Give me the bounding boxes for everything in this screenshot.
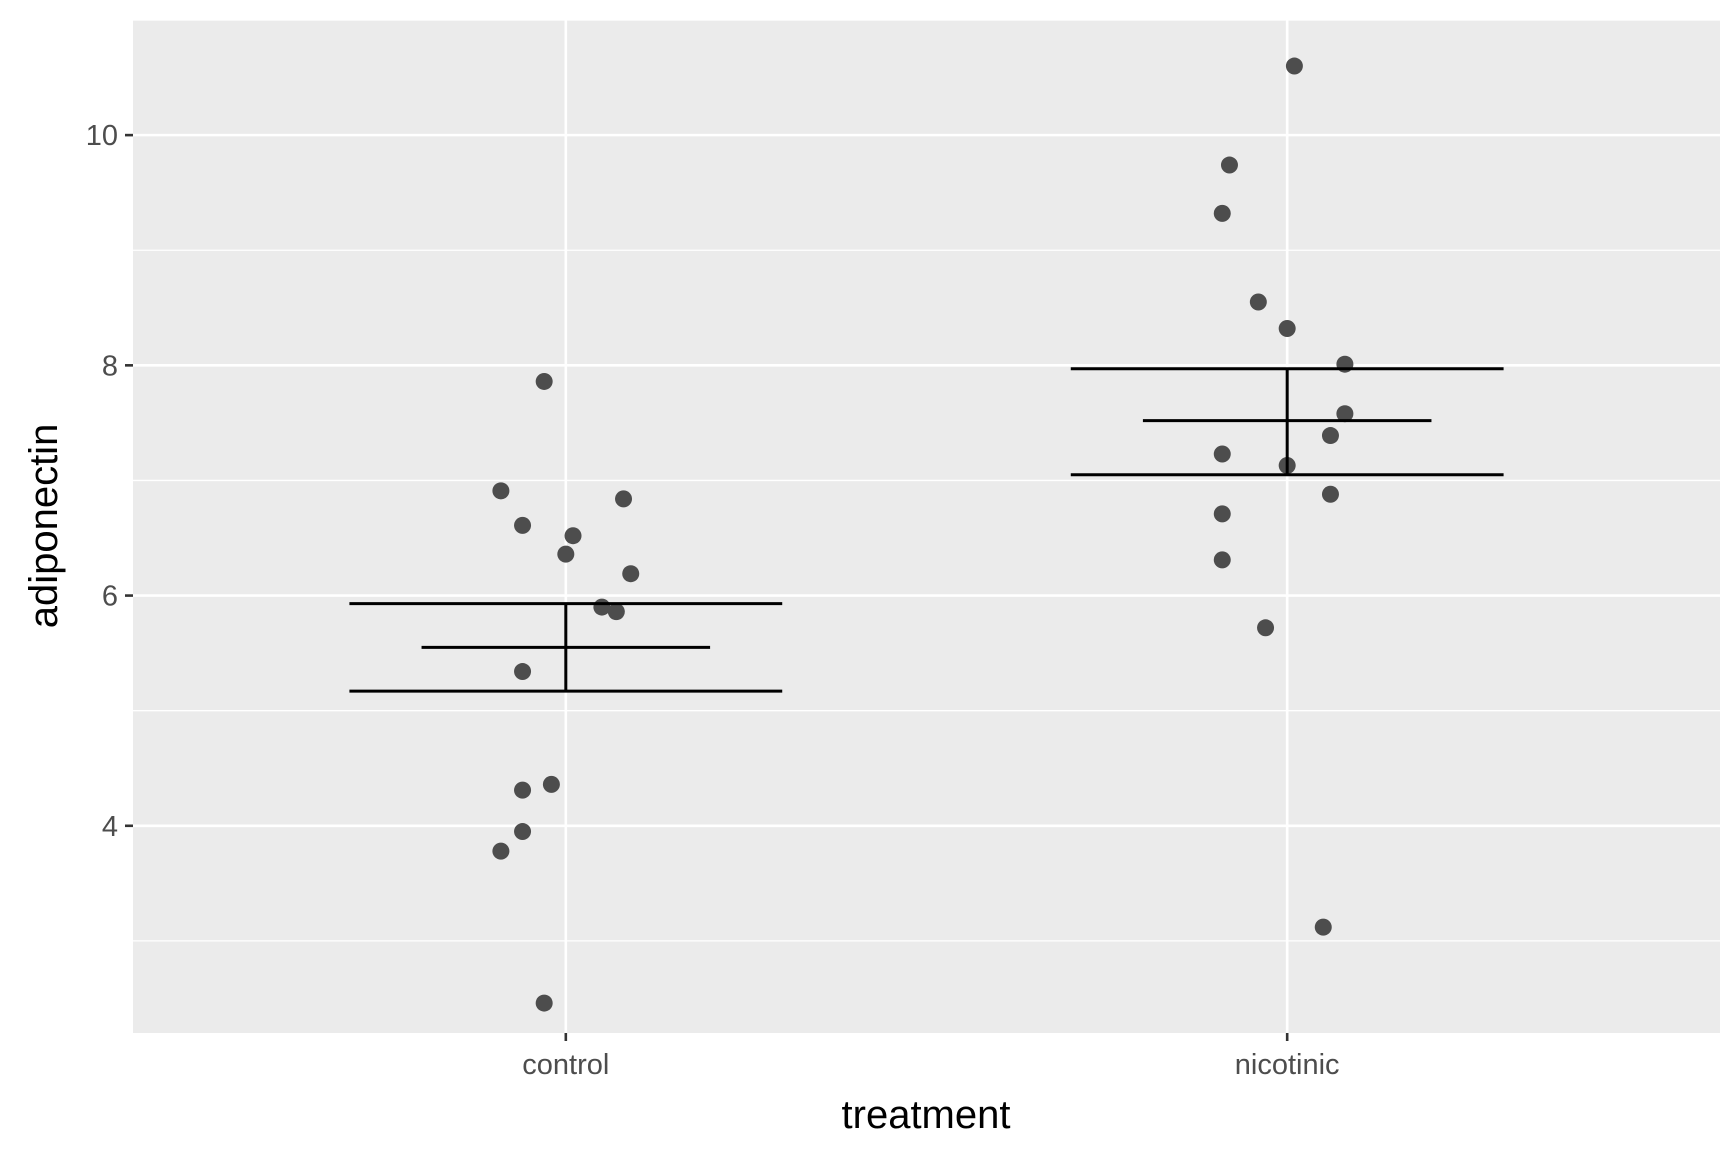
data-point [535,994,553,1012]
grid-lines [133,19,1720,1033]
data-point [514,823,532,841]
y-tick-label: 8 [102,350,118,382]
data-point [1213,445,1231,463]
data-point [1336,405,1354,423]
data-point [514,663,532,681]
data-point [492,842,510,860]
data-point [514,516,532,534]
data-point [492,482,510,500]
error-bars [349,367,1504,693]
data-point [535,372,553,390]
plot-panel [133,20,1720,1033]
data-point [1321,427,1339,445]
y-tick-label: 4 [102,811,118,843]
data-point [622,565,640,583]
data-point [1213,551,1231,569]
data-point [1213,204,1231,222]
data-point [1257,619,1275,637]
data-point [607,603,625,621]
x-tick-label: control [522,1049,609,1081]
data-point [1249,293,1267,311]
data-point [593,598,611,616]
data-point [1220,156,1238,174]
x-tick-label: nicotinic [1235,1049,1340,1081]
axes: 4 6 8 10 control nicotinic [86,120,1340,1081]
data-point [615,490,633,508]
x-axis-title: treatment [842,1093,1011,1137]
data-point [557,545,575,563]
data-point [564,527,582,545]
data-point [542,775,560,793]
y-tick-label: 10 [86,120,118,152]
data-point [1321,485,1339,503]
data-point [1314,918,1332,936]
data-point [514,781,532,799]
data-points [492,57,1354,1012]
y-tick-label: 6 [102,581,118,613]
data-point [1285,57,1303,75]
data-point [1278,320,1296,338]
y-axis-title: adiponectin [22,424,66,629]
data-point [1213,505,1231,523]
